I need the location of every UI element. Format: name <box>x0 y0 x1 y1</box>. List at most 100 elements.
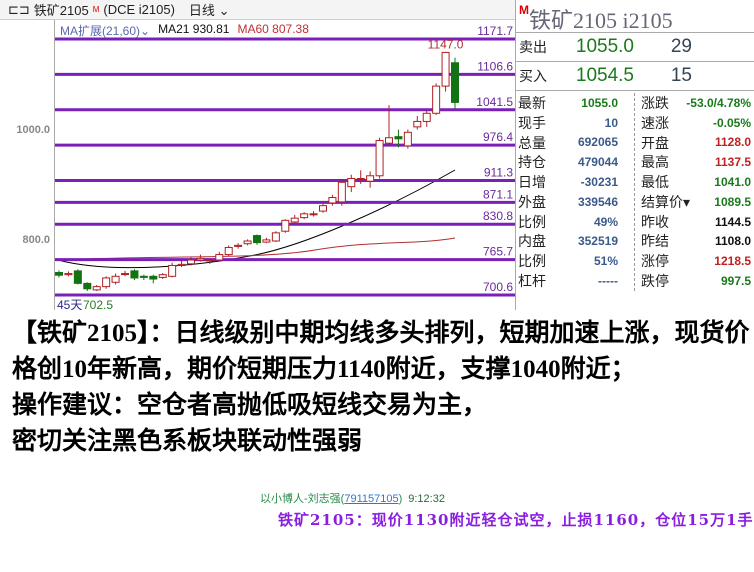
quote-row: 涨跌 -53.0/4.78% <box>635 93 754 113</box>
candle-body <box>328 197 337 204</box>
chart-header: ⊏⊐ 铁矿2105 M (DCE i2105) 日线 ⌄ <box>0 0 515 20</box>
candle-body <box>451 62 459 103</box>
candle-body <box>158 274 167 278</box>
candle-body <box>234 244 243 247</box>
main-contract-flag: M <box>92 5 100 14</box>
quote-row: 现手 10 <box>516 113 634 133</box>
exchange-code: (DCE i2105) <box>103 2 175 17</box>
quote-value: 1041.0 <box>714 175 751 190</box>
quote-row: 比例 51% <box>516 251 634 271</box>
price-axis: 1000.0 800.0 <box>0 20 55 310</box>
quote-row: 昨收 1144.5 <box>635 212 754 232</box>
candle-body <box>121 273 129 276</box>
low-label: 702.5 <box>83 298 113 310</box>
candle-body <box>55 272 63 276</box>
candle-body <box>73 270 82 284</box>
quote-value: 479044 <box>577 155 618 170</box>
quote-label: 杠杆 <box>518 273 546 290</box>
author: 以小博人-刘志强( <box>260 493 345 505</box>
candle-body <box>394 136 403 140</box>
quote-value: 49% <box>593 214 618 229</box>
quote-label: 最低 <box>641 174 669 191</box>
quote-row: 开盘 1128.0 <box>635 133 754 153</box>
candle-body <box>290 217 299 223</box>
level-label: 830.8 <box>483 209 513 223</box>
candle-body <box>64 273 73 276</box>
quote-row: 外盘 339546 <box>516 192 634 212</box>
quote-row: 日增 -30231 <box>516 172 634 192</box>
candle-body <box>262 239 271 243</box>
ask-row: 卖出 1055.0 29 <box>516 33 754 62</box>
candle-body <box>309 213 318 216</box>
quote-label: 涨停 <box>641 253 669 270</box>
indicator-select[interactable]: MA扩展(21,60)⌄ <box>60 24 151 38</box>
ma21-value: MA21 930.81 <box>158 22 230 36</box>
period-select[interactable]: 日线 ⌄ <box>188 3 230 18</box>
quote-label: 最新 <box>518 94 546 111</box>
days-label: 45天 <box>57 298 82 310</box>
quote-row: 总量 692065 <box>516 133 634 153</box>
qq-link[interactable]: 791157105 <box>344 493 399 505</box>
quote-row: 杠杆 ----- <box>516 271 634 291</box>
chevron-down-icon: ⌄ <box>218 3 230 18</box>
candle-body <box>102 277 111 288</box>
quote-label: 比例 <box>518 253 546 270</box>
quote-row: 比例 49% <box>516 212 634 232</box>
quote-label: 最高 <box>641 154 669 171</box>
quote-value: 1108.0 <box>714 234 751 249</box>
quote-label: 跌停 <box>641 273 669 290</box>
quote-label: 日增 <box>518 174 546 191</box>
timestamp: 9:12:32 <box>408 493 445 505</box>
quote-panel: M铁矿2105 i2105 卖出 1055.0 29 买入 1054.5 15 最新 10… <box>515 0 754 310</box>
quote-value: 1128.0 <box>714 135 751 150</box>
quote-row: 最低 1041.0 <box>635 172 754 192</box>
candle-body <box>375 139 384 177</box>
candle-body <box>253 235 261 244</box>
candle-body <box>187 259 195 265</box>
level-label: 911.3 <box>484 166 513 180</box>
level-label: 1171.7 <box>477 24 513 38</box>
quote-value: 10 <box>604 115 618 130</box>
quote-label: 外盘 <box>518 193 546 210</box>
quote-value: 1137.5 <box>714 155 751 170</box>
quote-title: M铁矿2105 i2105 <box>516 0 754 33</box>
quote-value: 692065 <box>577 135 618 150</box>
quote-label: 涨跌 <box>641 94 669 111</box>
quote-value: 1218.5 <box>714 254 751 269</box>
level-label: 1041.5 <box>476 95 513 109</box>
quote-value: 339546 <box>577 194 618 209</box>
candle-body <box>356 177 365 180</box>
link-icon[interactable]: ⊏⊐ <box>8 1 30 17</box>
axis-label: 1000.0 <box>16 124 50 136</box>
candle-body <box>83 282 92 290</box>
quote-value: -0.05% <box>712 115 751 130</box>
quote-value: 51% <box>593 254 618 269</box>
quote-row: 最高 1137.5 <box>635 152 754 172</box>
candle-body <box>205 259 214 262</box>
level-label: 700.6 <box>483 280 513 294</box>
ma60-value: MA60 807.38 <box>237 22 309 36</box>
candle-body <box>441 51 450 87</box>
quote-row: 最新 1055.0 <box>516 93 634 113</box>
quote-label: 比例 <box>518 213 546 230</box>
quote-label: 现手 <box>518 114 546 131</box>
quote-label: 内盘 <box>518 233 546 250</box>
candle-body <box>92 286 101 291</box>
ma-legend: MA扩展(21,60)⌄ MA21 930.81 MA60 807.38 <box>60 22 309 39</box>
analysis-text: 【铁矿2105】：日线级别中期均线多头排列，短期加速上涨，现货价格创10年新高，… <box>12 316 752 460</box>
quote-row: 结算价▾ 1089.5 <box>635 192 754 212</box>
quote-row: 持仓 479044 <box>516 152 634 172</box>
candle-body <box>347 177 356 188</box>
candle-body <box>168 264 177 277</box>
level-label: 765.7 <box>483 245 513 259</box>
candle-body <box>300 213 309 219</box>
candle-body <box>271 232 280 242</box>
kline-chart[interactable]: 1171.7 1106.6 1041.5 976.4 911.3 871.1 830.8 76… <box>55 20 515 310</box>
level-label: 871.1 <box>483 187 513 201</box>
quote-value: 1089.5 <box>714 194 751 209</box>
quote-value: 997.5 <box>720 274 751 289</box>
author-close: ) <box>398 493 403 505</box>
quote-label: 持仓 <box>518 154 546 171</box>
bid-row: 买入 1054.5 15 <box>516 62 754 91</box>
quote-label: 昨收 <box>641 213 669 230</box>
